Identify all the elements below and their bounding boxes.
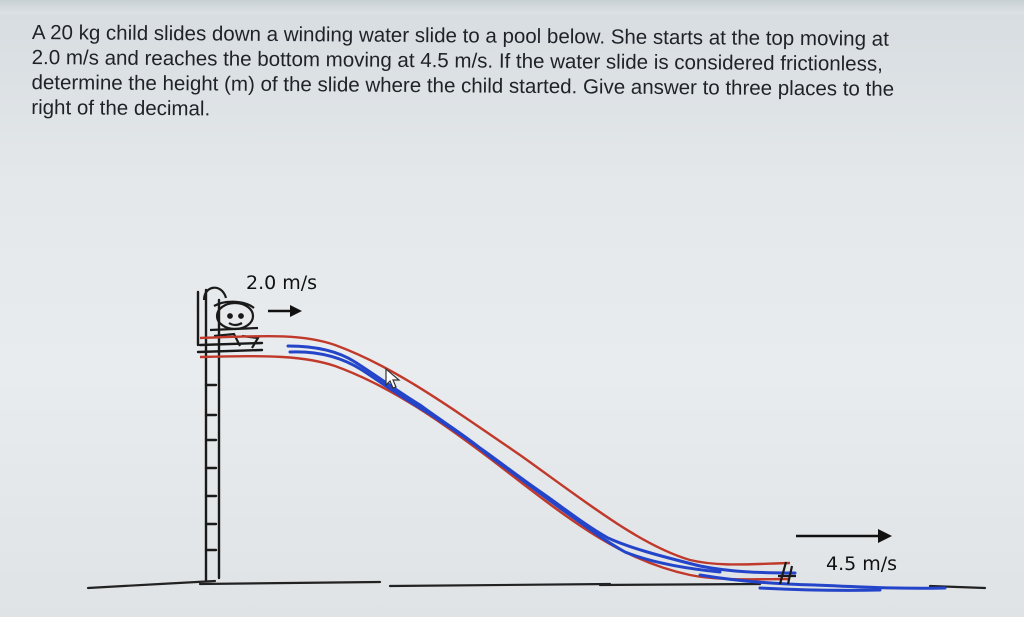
child-figure: [202, 286, 260, 349]
end-velocity-arrow: [796, 529, 892, 543]
end-velocity-label: 4.5 m/s: [826, 553, 898, 575]
screen-top-strip: [0, 0, 1024, 14]
slide-upper-rail: [199, 334, 791, 566]
mouse-cursor-icon: [385, 367, 401, 389]
ladder-tower: [196, 288, 264, 582]
ground-line: [86, 579, 987, 590]
start-velocity-arrow: [268, 305, 302, 317]
slide-lower-rail: [199, 354, 791, 581]
pool-end-mark: [778, 561, 796, 585]
start-velocity-label: 2.0 m/s: [246, 272, 318, 294]
water-flow: [286, 344, 947, 592]
